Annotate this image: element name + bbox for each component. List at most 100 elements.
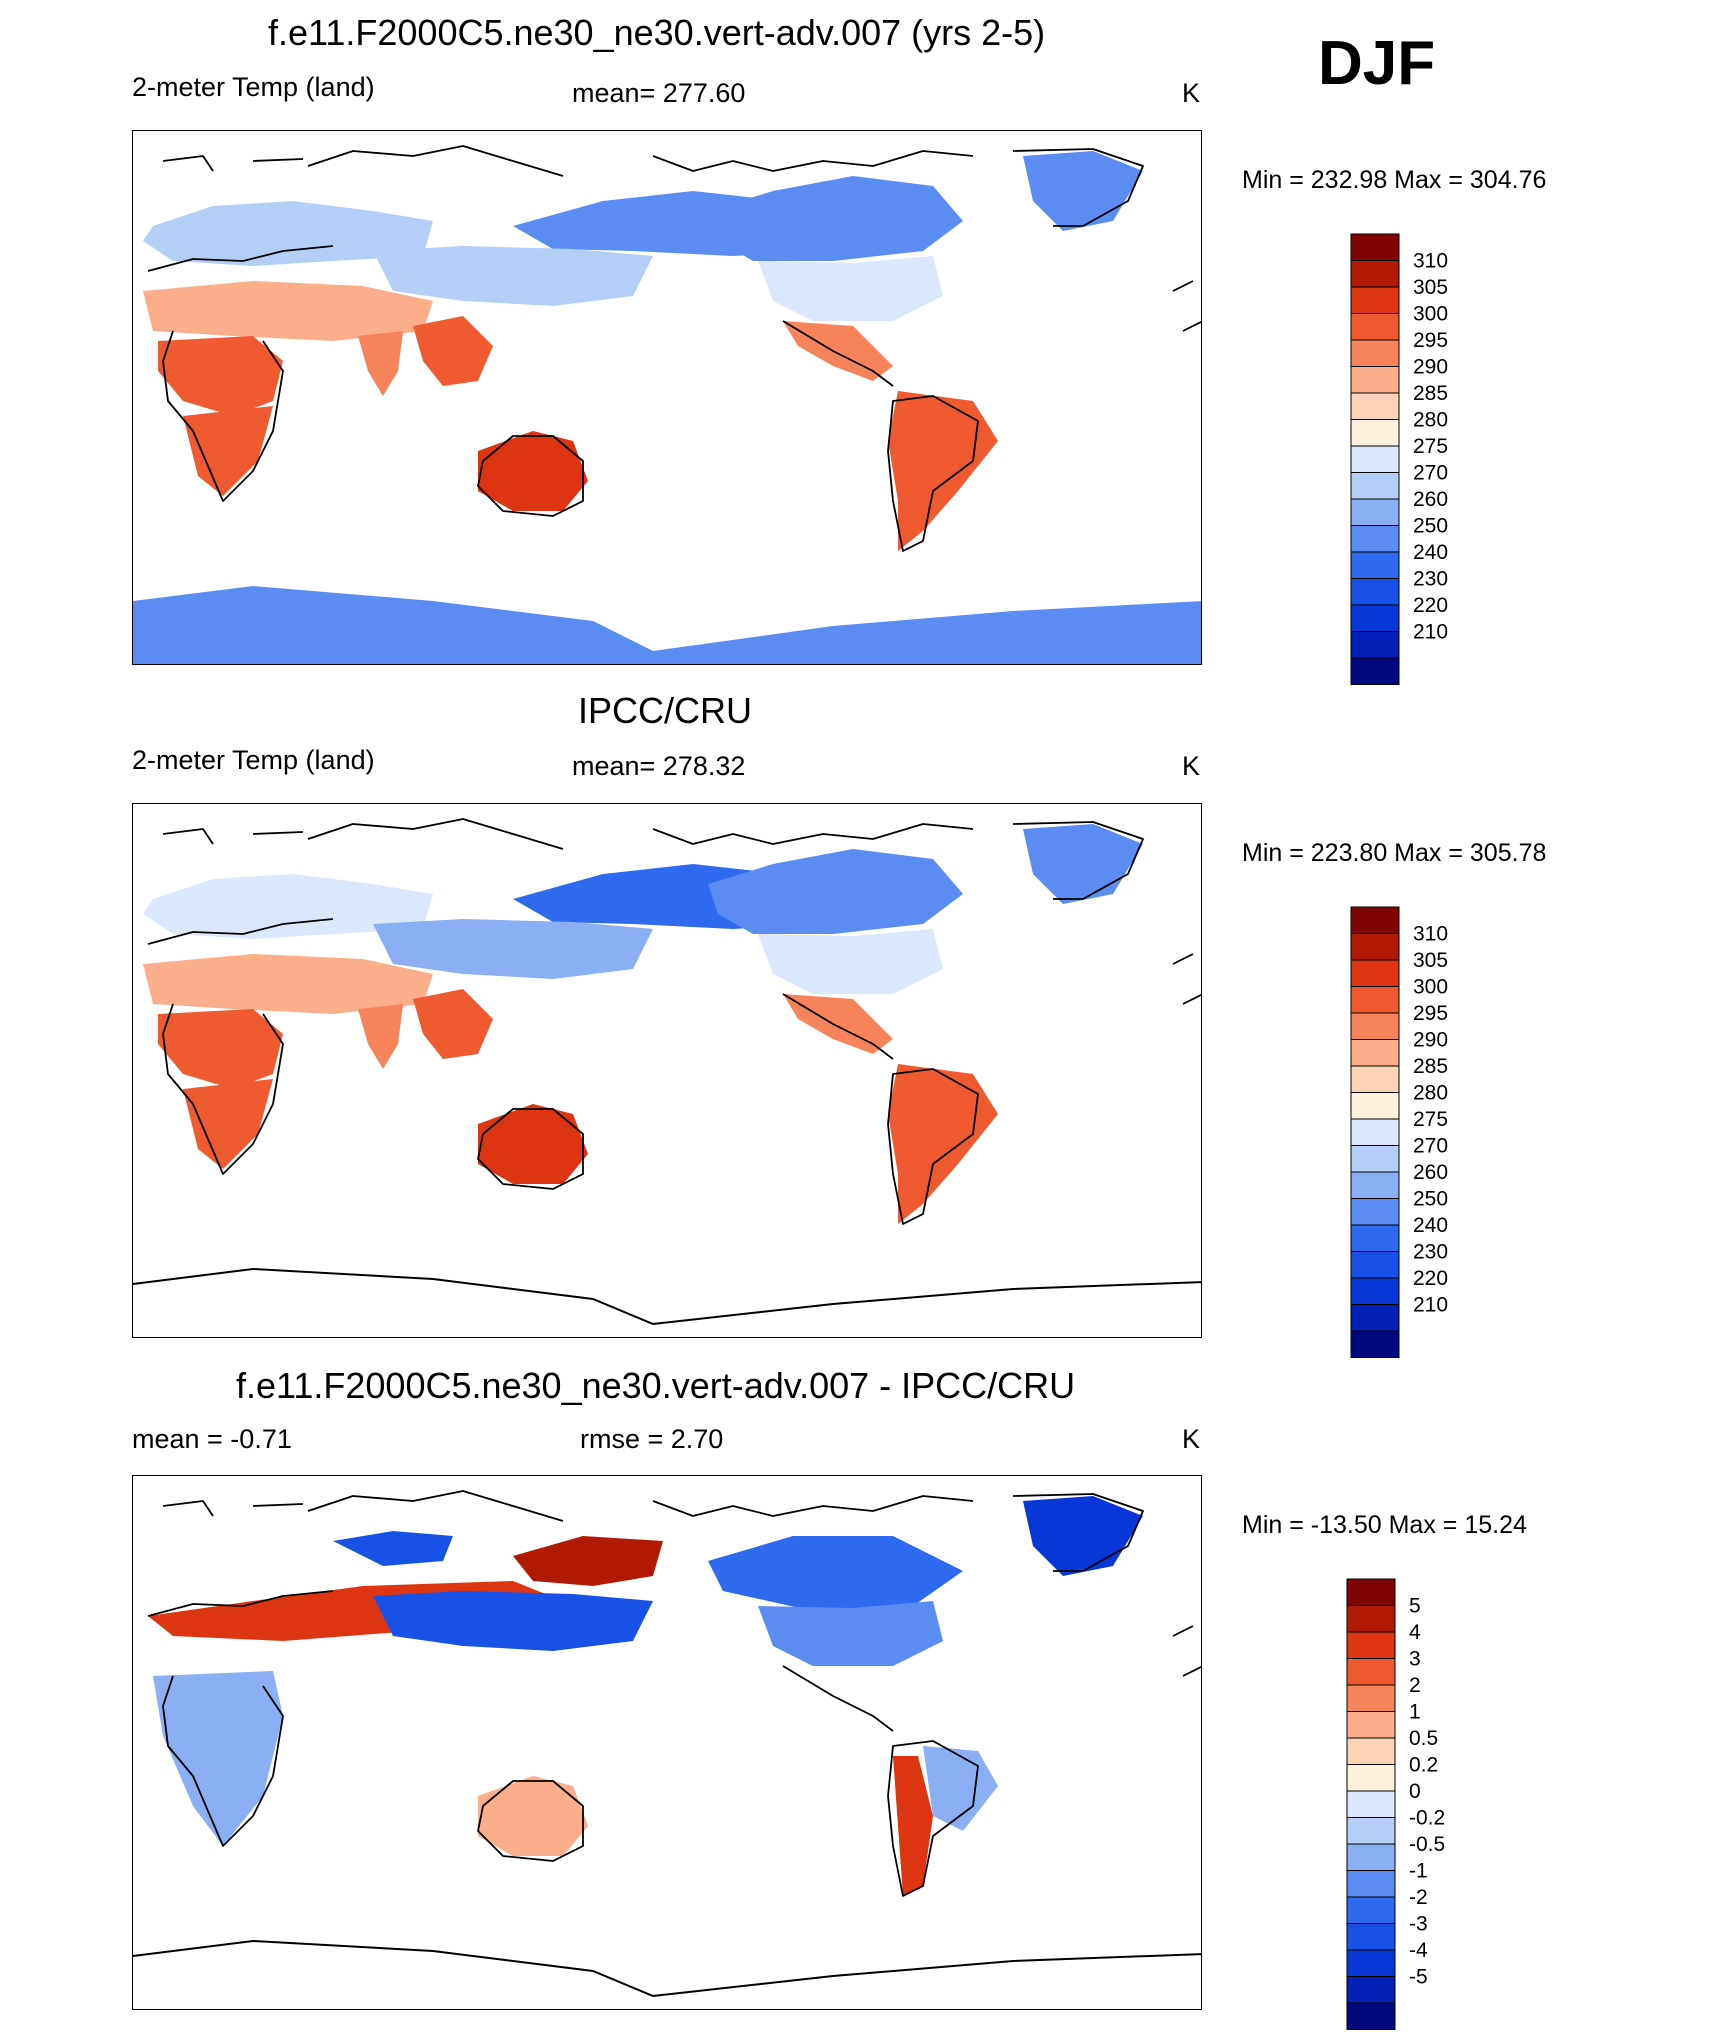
colorbar-tick-label: 210 [1413, 621, 1448, 644]
region-sahara-middle-east [143, 954, 433, 1014]
panel-1-map [132, 130, 1202, 665]
colorbar-tick-label: 4 [1409, 1621, 1421, 1644]
colorbar-tick-label: 285 [1413, 382, 1448, 405]
colorbar-tick-label: 290 [1413, 356, 1448, 379]
colorbar-box [1346, 1976, 1396, 2004]
map-svg [133, 145, 1201, 664]
colorbar-box [1350, 933, 1400, 961]
coastline [162, 330, 284, 502]
colorbar-tick-label: 0 [1409, 1780, 1421, 1803]
colorbar-tick-label: 260 [1413, 488, 1448, 511]
colorbar-box [1346, 1764, 1396, 1792]
panel-1-variable-label: 2-meter Temp (land) [132, 72, 375, 102]
colorbar-tick-label: 270 [1413, 1135, 1448, 1158]
colorbar-tick-label: 230 [1413, 1241, 1448, 1264]
coastline [162, 1675, 284, 1847]
colorbar-tick-label: 300 [1413, 303, 1448, 326]
colorbar-box [1350, 286, 1400, 314]
panel-2-minmax: Min = 223.80 Max = 305.78 [1242, 839, 1547, 867]
coastline [162, 145, 564, 177]
colorbar-box [1350, 472, 1400, 500]
colorbar-box [1350, 1330, 1400, 1358]
colorbar-tick-label: 240 [1413, 541, 1448, 564]
colorbar-tick-label: -2 [1409, 1886, 1428, 1909]
region-northern-europe [143, 201, 433, 266]
region-southeast-asia [413, 316, 493, 386]
colorbar-box [1350, 1251, 1400, 1279]
colorbar-box [1350, 906, 1400, 934]
colorbar-box [1350, 986, 1400, 1014]
colorbar-box [1350, 1065, 1400, 1093]
colorbar-tick-label: 295 [1413, 1002, 1448, 1025]
colorbar-svg: 310 305 300 295 290 285 280 275 270 260 250 240 230 2… [1350, 233, 1448, 685]
colorbar-tick-label: 1 [1409, 1701, 1421, 1724]
colorbar-box [1346, 1578, 1396, 1606]
colorbar-tick-label: 0.5 [1409, 1727, 1438, 1750]
coastline [162, 1490, 564, 1522]
coastline [162, 818, 564, 850]
colorbar-tick-label: 290 [1413, 1029, 1448, 1052]
colorbar-box [1346, 1817, 1396, 1845]
region-united-states [758, 256, 943, 321]
panel-2-mean-label: mean= 278.32 [572, 751, 746, 781]
colorbar-tick-label: 210 [1413, 1294, 1448, 1317]
region-india [358, 1004, 403, 1069]
panel-3-minmax: Min = -13.50 Max = 15.24 [1242, 1511, 1527, 1539]
colorbar-box [1350, 551, 1400, 579]
region-united-states [758, 1601, 943, 1666]
region-antarctica [133, 586, 1201, 664]
colorbar-box [1350, 1092, 1400, 1120]
colorbar-box [1346, 1737, 1396, 1765]
panel-1-minmax: Min = 232.98 Max = 304.76 [1242, 166, 1547, 194]
colorbar-tick-label: 280 [1413, 1082, 1448, 1105]
coastline [162, 1003, 284, 1175]
region-southern-africa [183, 406, 273, 496]
region-canada [708, 1536, 963, 1611]
antarctica-coastline [133, 1267, 1201, 1326]
region-andes [893, 1756, 933, 1896]
colorbar-tick-label: -5 [1409, 1966, 1428, 1989]
colorbar-box [1350, 1145, 1400, 1173]
coastline [887, 1068, 979, 1225]
region-sahara-middle-east [143, 281, 433, 341]
coastline [1172, 1625, 1201, 1677]
colorbar-box [1350, 313, 1400, 341]
region-india [358, 331, 403, 396]
colorbar-box [1346, 1870, 1396, 1898]
colorbar-box [1350, 631, 1400, 659]
colorbar-tick-label: 305 [1413, 949, 1448, 972]
colorbar-box [1346, 1684, 1396, 1712]
colorbar-tick-label: 5 [1409, 1595, 1421, 1618]
panel-3-colorbar: 5 4 3 2 1 0.5 0.2 0 -0.2 -0.5 -1 -2 -3 -4 -5 [1346, 1578, 1466, 2038]
region-mexico-central-america [783, 321, 893, 381]
region-greenland [1023, 151, 1143, 231]
panel-1-mean-label: mean= 277.60 [572, 78, 746, 108]
panel-2-units: K [1182, 751, 1201, 781]
panel-1-colorbar: 310 305 300 295 290 285 280 275 270 260 250 240 230 2… [1350, 233, 1470, 693]
region-brazil [923, 1746, 998, 1831]
colorbar-box [1346, 1790, 1396, 1818]
region-australia [478, 1776, 588, 1856]
map-svg [133, 1490, 1201, 1998]
colorbar-box [1350, 1118, 1400, 1146]
colorbar-tick-label: 230 [1413, 568, 1448, 591]
region-southeast-asia [413, 989, 493, 1059]
region-greenland [1023, 1496, 1143, 1576]
colorbar-box [1346, 2002, 1396, 2030]
panel-3-rmse-label: rmse = 2.70 [580, 1424, 724, 1454]
panel-2-colorbar: 310 305 300 295 290 285 280 275 270 260 250 240 230 2… [1350, 906, 1470, 1366]
coastline [782, 993, 894, 1060]
panel-2-title: IPCC/CRU [578, 690, 753, 731]
coastline [782, 1665, 894, 1732]
colorbar-tick-label: 3 [1409, 1648, 1421, 1671]
colorbar-tick-label: 220 [1413, 1267, 1448, 1290]
colorbar-tick-label: -0.2 [1409, 1807, 1445, 1830]
panel-2-map [132, 803, 1202, 1338]
colorbar-box [1346, 1923, 1396, 1951]
coastline [1172, 953, 1201, 1005]
colorbar-tick-label: 240 [1413, 1214, 1448, 1237]
region-africa [153, 1671, 283, 1846]
colorbar-tick-label: 310 [1413, 923, 1448, 946]
colorbar-tick-label: 250 [1413, 515, 1448, 538]
colorbar-box [1346, 1896, 1396, 1924]
